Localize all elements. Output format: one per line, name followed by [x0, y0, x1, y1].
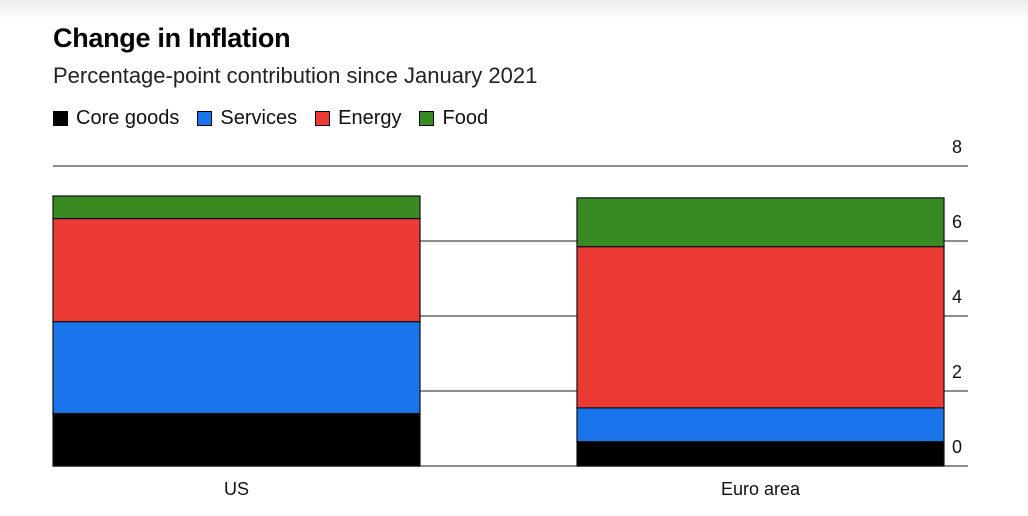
chart-title: Change in Inflation [53, 23, 291, 53]
legend-label: Food [442, 107, 489, 129]
y-tick-label: 8 [952, 137, 962, 157]
chart-subtitle: Percentage-point contribution since Janu… [53, 63, 538, 88]
category-label: US [224, 479, 249, 499]
bar-segment-food [52, 195, 421, 220]
chart-legend: Core goods Services Energy Food [53, 107, 506, 130]
y-tick-label: 6 [952, 212, 962, 232]
legend-label: Energy [338, 107, 402, 129]
y-tick-label: 2 [952, 362, 962, 382]
legend-label: Services [220, 107, 298, 129]
legend-swatch [53, 111, 68, 126]
bar-segment-core-goods [576, 441, 945, 467]
legend-swatch [419, 111, 435, 126]
y-tick-label: 4 [952, 287, 962, 307]
bar-segment-services [576, 407, 945, 443]
legend-swatch [315, 111, 331, 126]
top-shadow [0, 0, 1028, 20]
bar-segment-energy [52, 217, 421, 323]
bar-segment-services [52, 321, 421, 415]
bar-segment-energy [576, 246, 945, 409]
legend-swatch [197, 111, 213, 126]
legend-item-services: Services [197, 107, 297, 130]
legend-item-food: Food [419, 107, 488, 130]
category-label: Euro area [721, 479, 801, 499]
legend-label: Core goods [76, 107, 180, 129]
y-tick-label: 0 [952, 437, 962, 457]
bar-segment-food [576, 197, 945, 248]
legend-item-core-goods: Core goods [53, 107, 179, 130]
legend-item-energy: Energy [315, 107, 401, 130]
bar-segment-core-goods [52, 412, 421, 467]
